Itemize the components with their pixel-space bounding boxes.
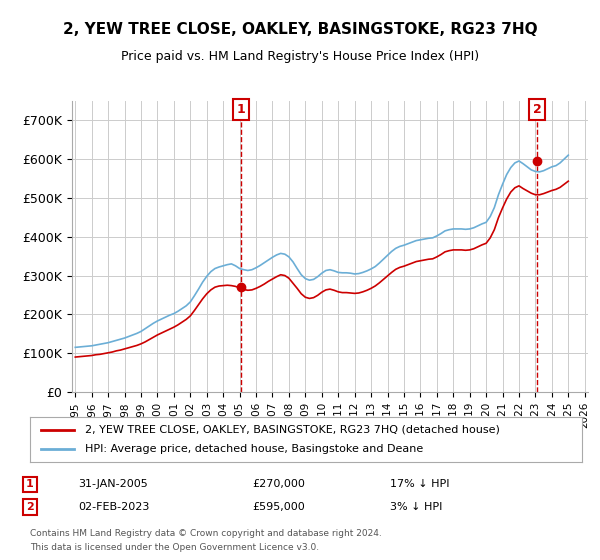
Text: 17% ↓ HPI: 17% ↓ HPI bbox=[390, 479, 449, 489]
Text: £270,000: £270,000 bbox=[252, 479, 305, 489]
Text: £595,000: £595,000 bbox=[252, 502, 305, 512]
Text: 2, YEW TREE CLOSE, OAKLEY, BASINGSTOKE, RG23 7HQ (detached house): 2, YEW TREE CLOSE, OAKLEY, BASINGSTOKE, … bbox=[85, 424, 500, 435]
Text: Contains HM Land Registry data © Crown copyright and database right 2024.: Contains HM Land Registry data © Crown c… bbox=[30, 529, 382, 538]
Text: 3% ↓ HPI: 3% ↓ HPI bbox=[390, 502, 442, 512]
Text: This data is licensed under the Open Government Licence v3.0.: This data is licensed under the Open Gov… bbox=[30, 543, 319, 552]
Text: HPI: Average price, detached house, Basingstoke and Deane: HPI: Average price, detached house, Basi… bbox=[85, 445, 424, 455]
Text: 2: 2 bbox=[533, 103, 541, 116]
Text: 1: 1 bbox=[26, 479, 34, 489]
Text: 2: 2 bbox=[26, 502, 34, 512]
Text: Price paid vs. HM Land Registry's House Price Index (HPI): Price paid vs. HM Land Registry's House … bbox=[121, 50, 479, 63]
Text: 1: 1 bbox=[236, 103, 245, 116]
Text: 31-JAN-2005: 31-JAN-2005 bbox=[78, 479, 148, 489]
Text: 2, YEW TREE CLOSE, OAKLEY, BASINGSTOKE, RG23 7HQ: 2, YEW TREE CLOSE, OAKLEY, BASINGSTOKE, … bbox=[62, 22, 538, 38]
Text: 02-FEB-2023: 02-FEB-2023 bbox=[78, 502, 149, 512]
